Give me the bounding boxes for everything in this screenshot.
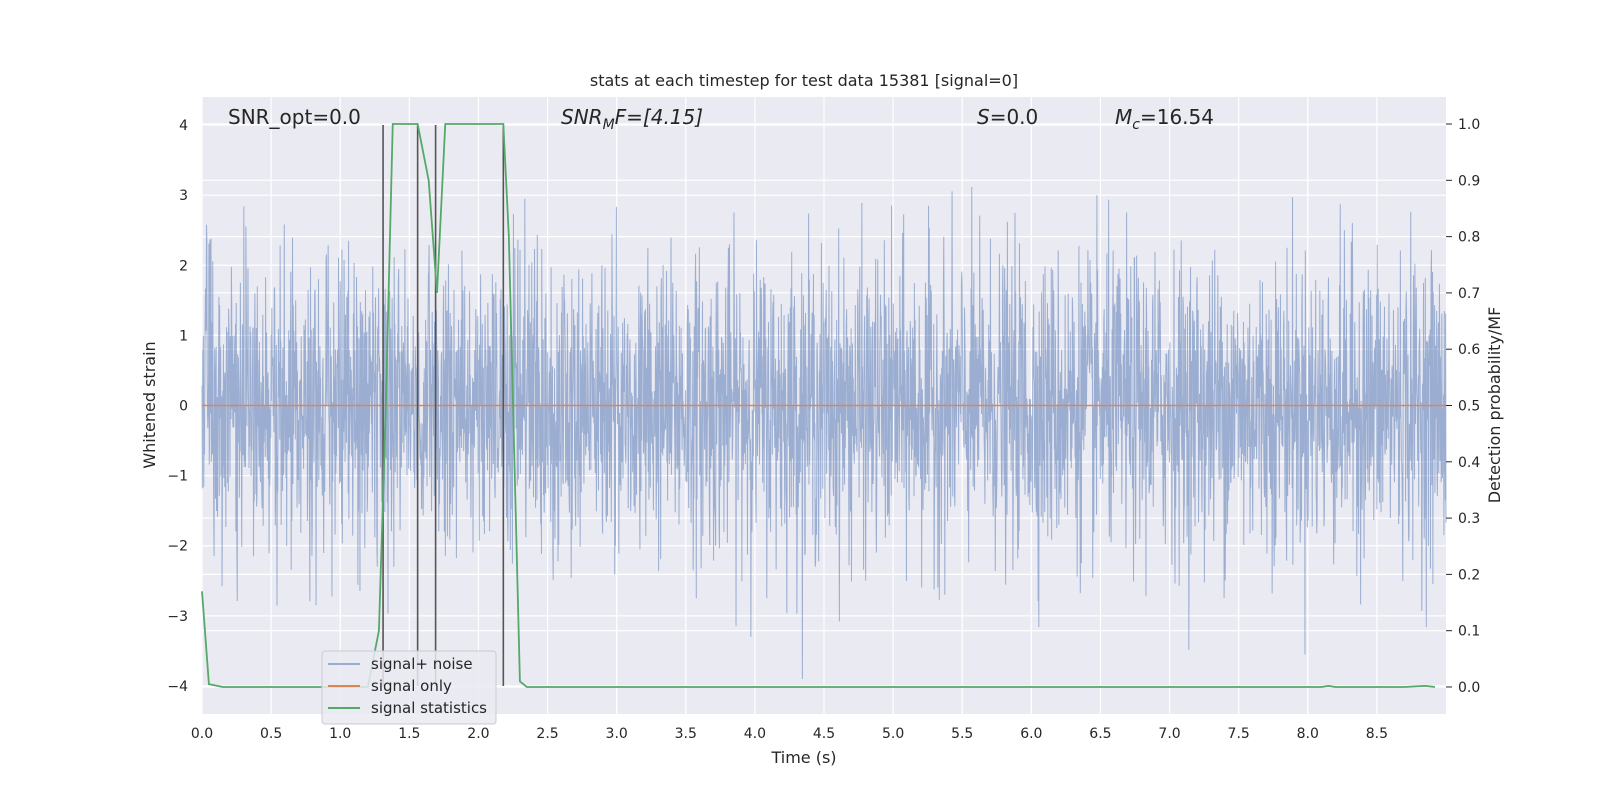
y2-tick-label: 0.5 bbox=[1458, 399, 1480, 415]
x-tick-label: 8.0 bbox=[1297, 726, 1319, 742]
vertical-markers bbox=[382, 125, 505, 686]
x-tick-label: 3.5 bbox=[675, 726, 697, 742]
y2-tick-label: 0.3 bbox=[1458, 511, 1480, 527]
y-axis-label: Whitened strain bbox=[140, 341, 159, 468]
annotations: SNR_opt=0.0 SNRMF=[4.15] S=0.0 Mc=16.54 bbox=[228, 105, 1214, 133]
y2-tick-label: 0.1 bbox=[1458, 624, 1480, 640]
x-tick-label: 5.0 bbox=[882, 726, 904, 742]
annotation-mc: Mc=16.54 bbox=[1115, 105, 1214, 133]
y-tick-label: −1 bbox=[167, 469, 188, 485]
x-tick-label: 6.5 bbox=[1089, 726, 1111, 742]
y-tick-label: −4 bbox=[167, 679, 188, 695]
annotation-s-base: S bbox=[977, 105, 990, 129]
legend-label-signal-noise: signal+ noise bbox=[371, 655, 473, 673]
y2-tick-label: 0.2 bbox=[1458, 567, 1480, 583]
y-tick-label: 3 bbox=[179, 188, 188, 204]
annotation-mc-base: M bbox=[1115, 105, 1132, 129]
x-tick-label: 1.5 bbox=[398, 726, 420, 742]
legend-box bbox=[321, 650, 497, 725]
y2-tick-label: 0.4 bbox=[1458, 455, 1480, 471]
annotation-snr-mf-sub: M bbox=[603, 117, 615, 133]
legend-label-signal-statistics: signal statistics bbox=[371, 699, 487, 717]
x-tick-label: 2.5 bbox=[536, 726, 558, 742]
annotation-mc-rest: =16.54 bbox=[1140, 105, 1214, 129]
y2-axis-label: Detection probability/MF bbox=[1485, 307, 1504, 504]
annotation-snr-opt: SNR_opt=0.0 bbox=[228, 105, 361, 129]
y-tick-label: −2 bbox=[167, 539, 188, 555]
y-tick-label: −3 bbox=[167, 609, 188, 625]
y2-tick-label: 0.7 bbox=[1458, 286, 1480, 302]
y-tick-label: 4 bbox=[179, 118, 188, 134]
x-axis-ticks: 0.0 0.5 1.0 1.5 2.0 2.5 3.0 3.5 4.0 4.5 5.0 5.5 6.0 6… bbox=[191, 726, 1388, 742]
annotation-mc-sub: c bbox=[1132, 117, 1140, 133]
x-tick-label: 0.0 bbox=[191, 726, 213, 742]
annotation-snr-mf-base: SNR bbox=[561, 105, 603, 129]
x-tick-label: 6.0 bbox=[1020, 726, 1042, 742]
x-tick-label: 4.0 bbox=[744, 726, 766, 742]
annotation-s-rest: =0.0 bbox=[990, 105, 1039, 129]
y2-tick-label: 0.0 bbox=[1458, 680, 1480, 696]
x-tick-label: 4.5 bbox=[813, 726, 835, 742]
y2-tick-label: 0.9 bbox=[1458, 173, 1480, 189]
x-axis-label: Time (s) bbox=[770, 748, 836, 767]
y-tick-label: 0 bbox=[179, 399, 188, 415]
x-tick-label: 3.0 bbox=[606, 726, 628, 742]
annotation-snr-mf-rest: F=[4.15] bbox=[615, 105, 703, 129]
legend-label-signal-only: signal only bbox=[371, 677, 452, 695]
series-signal-noise bbox=[201, 187, 1447, 679]
y-tick-label: 1 bbox=[179, 328, 188, 344]
x-tick-label: 7.0 bbox=[1158, 726, 1180, 742]
x-tick-label: 0.5 bbox=[260, 726, 282, 742]
x-tick-label: 2.0 bbox=[467, 726, 489, 742]
legend: signal+ noise signal only signal statist… bbox=[321, 650, 497, 725]
x-tick-label: 7.5 bbox=[1228, 726, 1250, 742]
annotation-s: S=0.0 bbox=[977, 105, 1038, 129]
x-tick-label: 5.5 bbox=[951, 726, 973, 742]
y-tick-label: 2 bbox=[179, 258, 188, 274]
chart-title: stats at each timestep for test data 153… bbox=[590, 71, 1018, 90]
x-tick-label: 8.5 bbox=[1366, 726, 1388, 742]
y2-tick-label: 0.6 bbox=[1458, 342, 1480, 358]
y2-tick-label: 1.0 bbox=[1458, 117, 1480, 133]
annotation-snr-mf: SNRMF=[4.15] bbox=[561, 105, 703, 133]
y2-axis-ticks: 0.0 0.1 0.2 0.3 0.4 0.5 0.6 0.7 0.8 0.9 1.0 bbox=[1446, 117, 1480, 696]
x-tick-label: 1.0 bbox=[329, 726, 351, 742]
y-axis-ticks: −4 −3 −2 −1 0 1 2 3 4 bbox=[167, 118, 188, 695]
y2-tick-label: 0.8 bbox=[1458, 230, 1480, 246]
noise-trace bbox=[201, 187, 1447, 679]
